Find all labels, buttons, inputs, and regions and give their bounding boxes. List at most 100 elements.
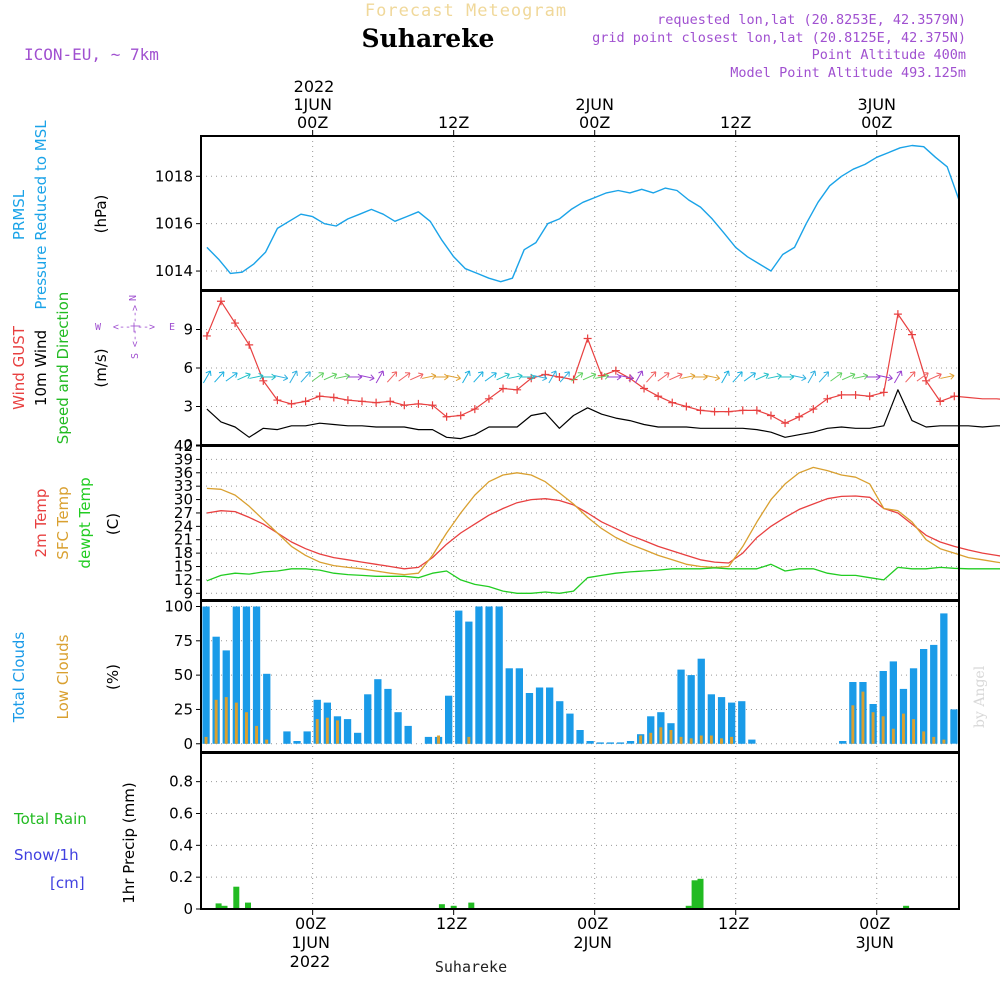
low-cloud-bar [891, 728, 895, 744]
total-cloud-bar [505, 668, 513, 744]
gust-marker [428, 401, 437, 410]
gust-line [206, 300, 1000, 424]
total-cloud-bar [283, 731, 291, 744]
time-date-bottom: 3JUN [855, 933, 894, 952]
wind-arrow-head [810, 370, 817, 376]
wind-arrow-shaft [335, 375, 350, 379]
low-cloud-bar [851, 705, 855, 744]
wind-arrow-head [628, 374, 634, 381]
wind-direction-arrow [743, 372, 756, 382]
total-cloud-bar [465, 621, 473, 744]
y-tick-label: 30 [174, 491, 193, 509]
low-cloud-bar [467, 736, 471, 744]
wind-direction-arrow [807, 370, 817, 384]
time-hour-bottom: 00Z [859, 914, 890, 933]
total-cloud-bar [596, 742, 604, 744]
wind-arrow-shaft [571, 372, 584, 382]
wind-arrow-head [318, 372, 325, 378]
total-cloud-bar [728, 702, 736, 744]
total-cloud-bar [212, 636, 220, 744]
y-tick-label: 36 [174, 464, 193, 482]
panel-label: Low Clouds [54, 634, 72, 719]
wind-arrow-shaft [755, 373, 769, 381]
compass-north: N [128, 295, 139, 301]
y-tick-label: 0.4 [169, 836, 193, 854]
low-cloud-bar [922, 731, 926, 744]
gust-marker [343, 396, 352, 405]
wind-arrow-head [763, 372, 769, 379]
total-cloud-bar [647, 716, 655, 744]
gust-marker [781, 419, 790, 428]
low-cloud-bar [720, 738, 723, 744]
wind-direction-arrow [916, 372, 929, 382]
time-date-top: 3JUN [857, 95, 896, 114]
gust-marker [640, 384, 649, 393]
total-cloud-bar [616, 742, 625, 744]
model-point-altitude: Model Point Altitude 493.125m [730, 65, 966, 81]
wind-arrow-head [530, 373, 536, 381]
rain-bar [691, 880, 698, 909]
forecast-title: Forecast Meteogram [365, 1, 567, 21]
total-cloud-bar [364, 694, 372, 744]
panel-label: SFC Temp [54, 486, 72, 559]
wind-direction-arrow [657, 372, 670, 382]
wind-arrow-shaft [830, 372, 843, 382]
y-tick-label: 0 [183, 900, 193, 918]
wind-arrow-shaft [681, 375, 696, 379]
wind-direction-arrow [693, 373, 708, 381]
wind-direction-arrow [214, 371, 225, 383]
total-cloud-bar [738, 701, 746, 744]
gust-marker [513, 385, 522, 394]
footer-location: Suhareke [435, 958, 507, 976]
wind-direction-arrow [249, 372, 264, 380]
wind-direction-arrow [473, 371, 484, 383]
wind-arrow-shaft [582, 373, 596, 381]
wind-arrow-shaft [323, 373, 337, 381]
wind-arrow-shaft [634, 370, 643, 384]
wind-arrow-shaft [202, 370, 211, 384]
wind-arrow-head [616, 373, 622, 381]
wind-direction-arrow [634, 370, 644, 384]
wind-arrow-head [391, 371, 398, 377]
wind-arrow-head [283, 374, 289, 381]
total-cloud-bar [576, 730, 584, 744]
total-cloud-bar [546, 687, 554, 744]
total-cloud-bar [263, 673, 271, 744]
low-cloud-bar [679, 736, 683, 744]
low-cloud-bar [871, 712, 875, 744]
wind-arrow-head [703, 373, 708, 381]
low-cloud-bar [861, 691, 865, 744]
wind-arrow-head [542, 374, 548, 381]
wind-direction-arrow [878, 374, 893, 381]
gust-marker [682, 402, 691, 411]
y-tick-label: 0.2 [169, 868, 193, 886]
wind-direction-arrow [508, 372, 523, 380]
wind-arrow-head [823, 371, 830, 377]
rain-bar [438, 904, 445, 909]
wind-direction-arrow [386, 371, 398, 383]
y-tick-label: 24 [174, 517, 193, 535]
wind-direction-arrow [669, 372, 683, 381]
wind-arrow-shaft [657, 372, 670, 382]
wind-direction-arrow [928, 372, 942, 381]
rain-bar [697, 878, 704, 909]
total-cloud-bar [566, 713, 574, 744]
wind-direction-arrow [792, 374, 807, 381]
dewpoint-line [206, 563, 1000, 594]
wind-arrow-head [650, 371, 657, 377]
wind-direction-arrow [422, 372, 437, 380]
rain-bar [903, 905, 910, 909]
total-cloud-bar [940, 613, 948, 744]
gust-marker [837, 390, 846, 399]
wind-arrow-shaft [548, 370, 557, 384]
rain-bar [215, 903, 222, 909]
snow-label: Snow/1h [14, 846, 79, 864]
y-tick-label: 0.8 [169, 773, 193, 791]
rain-bar [221, 905, 228, 909]
low-cloud-bar [689, 738, 693, 744]
gust-marker [851, 390, 860, 399]
gust-marker [809, 405, 818, 414]
wind-direction-arrow [559, 371, 570, 383]
wind-arrow-shaft [878, 375, 893, 379]
